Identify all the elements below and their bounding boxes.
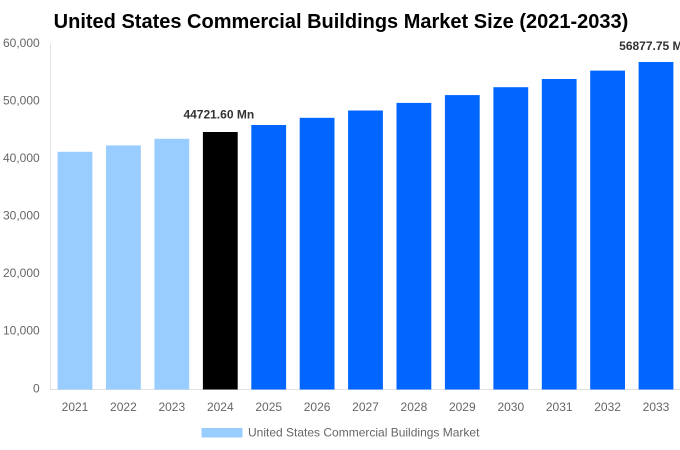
svg-text:2027: 2027 <box>352 400 379 414</box>
svg-text:2023: 2023 <box>158 400 185 414</box>
svg-text:2022: 2022 <box>110 400 137 414</box>
svg-text:2030: 2030 <box>497 400 524 414</box>
svg-text:2024: 2024 <box>207 400 234 414</box>
svg-text:56877.75 Mn: 56877.75 Mn <box>619 39 680 53</box>
svg-text:2031: 2031 <box>546 400 573 414</box>
svg-text:2029: 2029 <box>449 400 476 414</box>
svg-text:2033: 2033 <box>643 400 670 414</box>
svg-text:10,000: 10,000 <box>3 324 40 338</box>
svg-text:20,000: 20,000 <box>3 266 40 280</box>
svg-text:0: 0 <box>33 381 40 395</box>
svg-text:United States Commercial Build: United States Commercial Buildings Marke… <box>248 426 480 440</box>
svg-text:2021: 2021 <box>62 400 89 414</box>
svg-text:2028: 2028 <box>401 400 428 414</box>
svg-text:40,000: 40,000 <box>3 151 40 165</box>
svg-text:2032: 2032 <box>594 400 621 414</box>
svg-text:44721.60 Mn: 44721.60 Mn <box>183 108 254 122</box>
svg-text:2025: 2025 <box>255 400 282 414</box>
svg-text:2026: 2026 <box>304 400 331 414</box>
svg-text:50,000: 50,000 <box>3 93 40 107</box>
svg-text:60,000: 60,000 <box>3 36 40 50</box>
svg-text:30,000: 30,000 <box>3 209 40 223</box>
svg-text:United States Commercial Build: United States Commercial Buildings Marke… <box>54 11 629 33</box>
